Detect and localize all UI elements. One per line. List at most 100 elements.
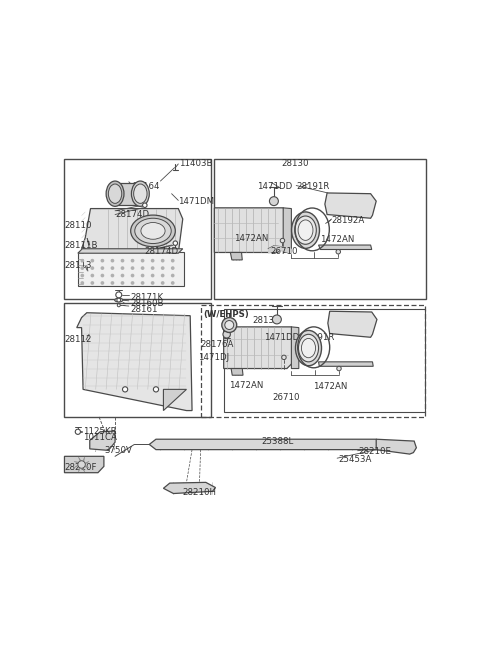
Circle shape — [110, 273, 114, 277]
Bar — [202, 305, 425, 417]
Text: 28110: 28110 — [64, 221, 92, 230]
Polygon shape — [77, 312, 192, 410]
Text: 28174D: 28174D — [145, 247, 179, 256]
Circle shape — [110, 281, 114, 285]
Circle shape — [131, 259, 134, 263]
Circle shape — [120, 273, 124, 277]
Circle shape — [141, 273, 144, 277]
Polygon shape — [78, 249, 183, 253]
Polygon shape — [82, 240, 85, 244]
Text: 1472AN: 1472AN — [313, 382, 348, 391]
Bar — [115, 183, 140, 205]
Text: 1471DM: 1471DM — [178, 197, 215, 206]
Circle shape — [141, 266, 144, 270]
Text: 1471DJ: 1471DJ — [198, 354, 229, 362]
Polygon shape — [82, 222, 85, 227]
Text: 3750V: 3750V — [105, 446, 132, 455]
Polygon shape — [319, 362, 373, 366]
Circle shape — [173, 241, 178, 246]
Polygon shape — [82, 461, 89, 465]
Ellipse shape — [132, 181, 149, 207]
Text: 1472AN: 1472AN — [321, 235, 355, 244]
Circle shape — [100, 259, 104, 263]
Circle shape — [171, 259, 175, 263]
Text: 28210H: 28210H — [183, 488, 217, 497]
Circle shape — [81, 266, 84, 270]
Text: 28191R: 28191R — [302, 333, 335, 342]
Polygon shape — [163, 483, 216, 494]
Polygon shape — [82, 228, 85, 233]
Polygon shape — [78, 457, 82, 465]
Text: 1011CA: 1011CA — [83, 433, 117, 442]
Polygon shape — [215, 208, 290, 252]
Circle shape — [282, 355, 286, 359]
Polygon shape — [82, 209, 183, 253]
Polygon shape — [224, 327, 297, 369]
Circle shape — [78, 461, 85, 468]
Polygon shape — [82, 457, 84, 465]
Ellipse shape — [291, 212, 320, 248]
Circle shape — [120, 266, 124, 270]
Circle shape — [81, 273, 84, 277]
Circle shape — [273, 315, 281, 324]
Circle shape — [161, 266, 165, 270]
Circle shape — [151, 281, 155, 285]
Circle shape — [75, 429, 81, 434]
Text: 28174D: 28174D — [115, 210, 149, 219]
Circle shape — [117, 304, 120, 307]
Circle shape — [161, 273, 165, 277]
Circle shape — [122, 387, 128, 392]
Text: 25453A: 25453A — [338, 455, 372, 464]
Text: 28160B: 28160B — [130, 299, 163, 308]
Circle shape — [120, 281, 124, 285]
Circle shape — [120, 259, 124, 263]
Bar — [64, 303, 211, 417]
Polygon shape — [230, 252, 242, 260]
Polygon shape — [82, 217, 85, 222]
Ellipse shape — [295, 216, 316, 244]
Circle shape — [154, 387, 158, 392]
Polygon shape — [325, 193, 376, 218]
Circle shape — [337, 366, 341, 371]
Ellipse shape — [298, 220, 313, 240]
Polygon shape — [231, 369, 243, 375]
Circle shape — [171, 281, 175, 285]
Polygon shape — [74, 465, 82, 467]
Bar — [64, 160, 211, 299]
Polygon shape — [64, 456, 104, 473]
Ellipse shape — [115, 298, 123, 302]
Circle shape — [336, 250, 340, 254]
Polygon shape — [79, 465, 82, 472]
Text: 26710: 26710 — [272, 393, 300, 402]
Polygon shape — [82, 465, 85, 472]
Text: 26710: 26710 — [270, 247, 298, 256]
Polygon shape — [376, 439, 416, 454]
Circle shape — [141, 259, 144, 263]
Circle shape — [91, 266, 94, 270]
Circle shape — [151, 273, 155, 277]
Circle shape — [81, 259, 84, 263]
Text: 28113: 28113 — [64, 261, 92, 270]
Text: 28210E: 28210E — [359, 447, 391, 456]
Text: 1472AN: 1472AN — [234, 234, 268, 243]
Text: 11403B: 11403B — [179, 159, 213, 167]
Text: 25388L: 25388L — [261, 436, 293, 446]
Polygon shape — [82, 234, 85, 238]
Circle shape — [91, 259, 94, 263]
Polygon shape — [82, 465, 89, 467]
Text: 1125KR: 1125KR — [83, 427, 117, 436]
Circle shape — [110, 266, 114, 270]
Text: 28112: 28112 — [64, 336, 92, 344]
Circle shape — [116, 292, 122, 298]
Text: (W/EHPS): (W/EHPS) — [203, 310, 249, 319]
Circle shape — [151, 259, 155, 263]
Circle shape — [161, 259, 165, 263]
Circle shape — [143, 203, 147, 207]
Bar — [78, 252, 184, 286]
Circle shape — [91, 281, 94, 285]
Polygon shape — [319, 245, 372, 250]
Circle shape — [131, 266, 134, 270]
Circle shape — [100, 281, 104, 285]
Ellipse shape — [131, 215, 175, 247]
Text: 1471DD: 1471DD — [257, 182, 292, 191]
